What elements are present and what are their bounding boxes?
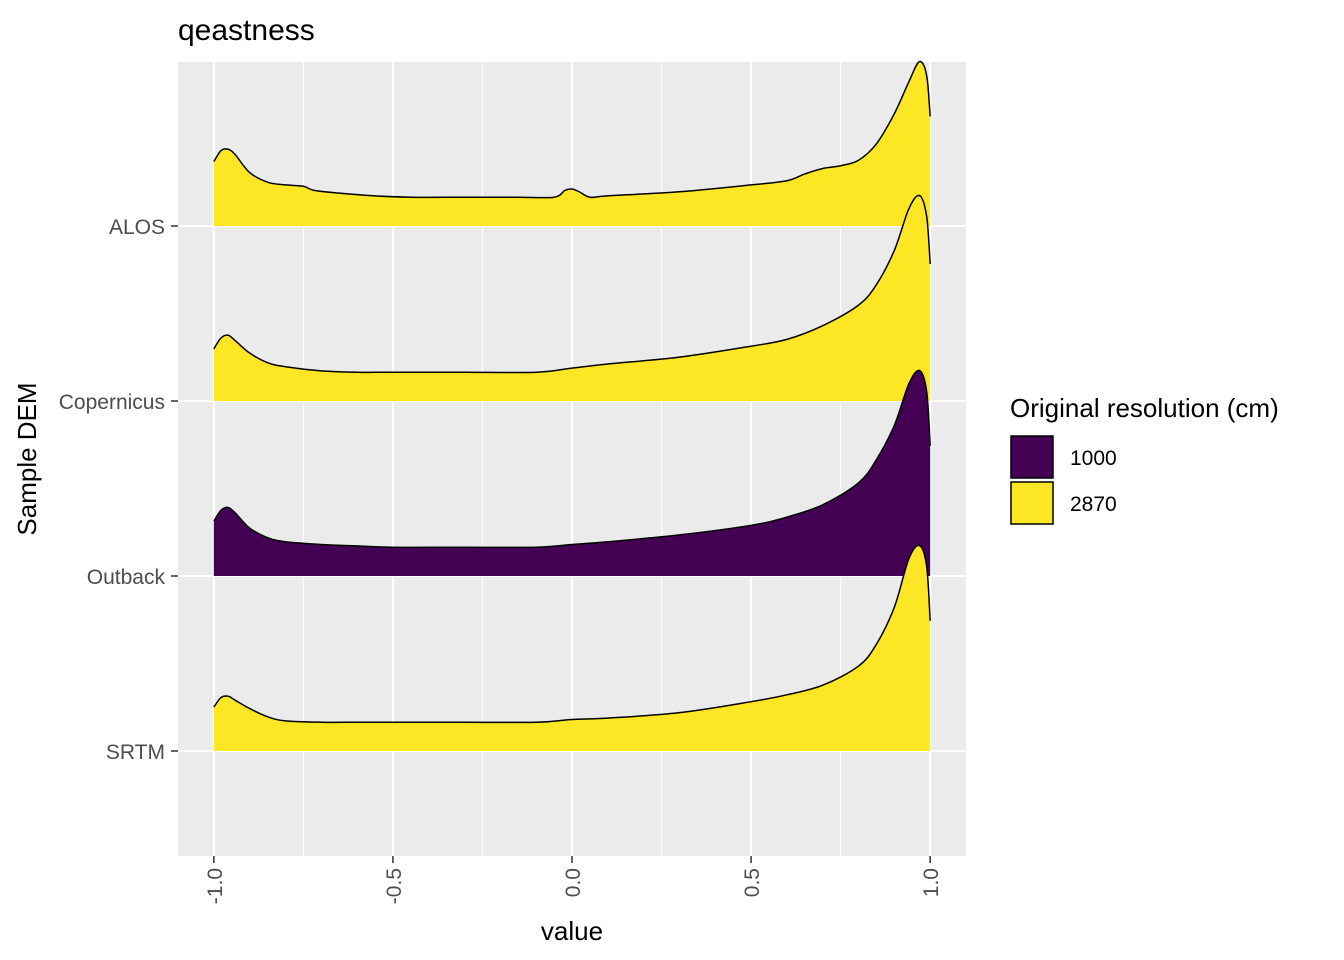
ridge-outback (213, 369, 931, 576)
ridge-fill (213, 195, 931, 401)
ridge-fill (213, 61, 931, 226)
x-tick-label: -0.5 (383, 868, 406, 904)
x-tick-label: 1.0 (920, 868, 943, 897)
density-ridges (213, 60, 931, 751)
y-axis: ALOS Copernicus Outback SRTM (59, 216, 178, 764)
ridge-copernicus (213, 194, 931, 401)
y-tick-label: Outback (87, 566, 166, 589)
ridge-outline (213, 369, 931, 549)
y-axis-title: Sample DEM (12, 382, 42, 535)
x-axis-title: value (541, 916, 603, 946)
legend: Original resolution (cm) 1000 2870 (1010, 393, 1279, 525)
x-axis: -1.0 -0.5 0.0 0.5 1.0 (204, 856, 943, 904)
x-tick-label: 0.0 (562, 868, 585, 897)
ridge-alos (213, 60, 931, 226)
legend-title: Original resolution (cm) (1010, 393, 1279, 423)
y-tick-label: Copernicus (59, 391, 165, 414)
legend-key-1000 (1010, 435, 1054, 479)
legend-label: 2870 (1070, 493, 1117, 516)
x-tick-label: -1.0 (204, 868, 227, 904)
y-tick-label: ALOS (109, 216, 165, 239)
ridge-outline (213, 194, 931, 374)
legend-key-2870 (1010, 481, 1054, 525)
legend-label: 1000 (1070, 447, 1117, 470)
ridge-fill (213, 370, 931, 576)
ridge-srtm (213, 544, 931, 751)
ridge-fill (213, 545, 931, 751)
chart-title: qeastness (178, 14, 315, 47)
x-tick-label: 0.5 (741, 868, 764, 897)
y-tick-label: SRTM (106, 741, 165, 764)
ridge-outline (213, 60, 931, 199)
ridge-outline (213, 544, 931, 724)
